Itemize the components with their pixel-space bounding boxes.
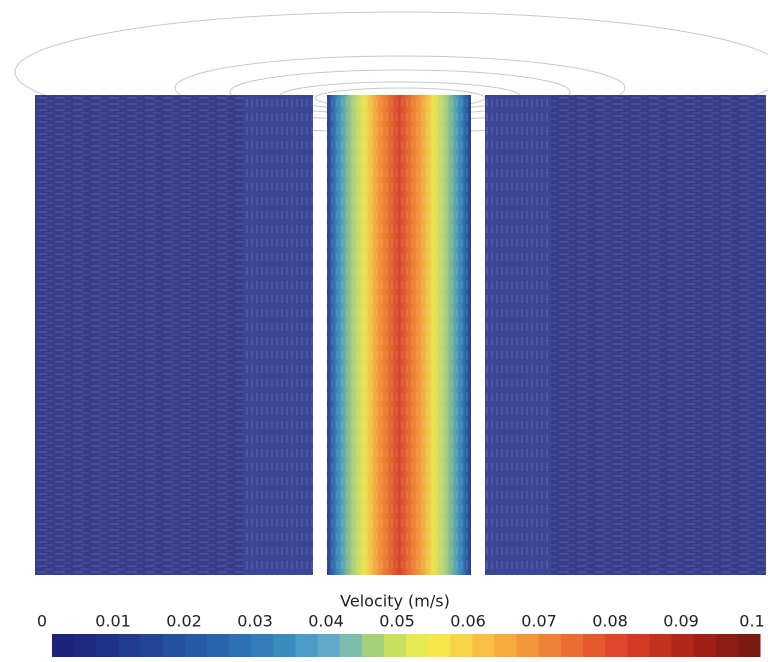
colorbar-tick-label: 0.08 — [592, 612, 628, 631]
colorbar-swatch — [206, 634, 230, 657]
colorbar-swatch — [472, 634, 495, 657]
center-panel — [327, 95, 471, 575]
colorbar-swatch — [737, 634, 761, 657]
colorbar-swatch — [140, 634, 164, 657]
colorbar-tick-label: 0.06 — [450, 612, 486, 631]
colorbar-swatch — [538, 634, 562, 657]
colorbar-swatch — [671, 634, 695, 657]
colorbar-swatch — [317, 634, 341, 657]
colorbar-swatch — [494, 634, 518, 657]
colorbar-swatch — [229, 634, 252, 657]
colorbar-tick-label: 0.02 — [166, 612, 202, 631]
colorbar-tick-label: 0.05 — [379, 612, 415, 631]
colorbar-tick-label: 0.03 — [237, 612, 273, 631]
left-panel — [35, 95, 313, 575]
colorbar-swatch — [273, 634, 296, 657]
colorbar-swatch — [74, 634, 97, 657]
colorbar-swatch — [428, 634, 451, 657]
colorbar-tick-label: 0.09 — [663, 612, 699, 631]
colorbar-swatch — [605, 634, 628, 657]
colorbar-swatch — [295, 634, 318, 657]
colorbar-swatch — [406, 634, 429, 657]
colorbar-swatch — [251, 634, 274, 657]
colorbar-swatch — [649, 634, 672, 657]
colorbar-swatch — [516, 634, 540, 657]
colorbar-title: Velocity (m/s) — [340, 592, 450, 611]
colorbar-swatch — [184, 634, 208, 657]
colorbar-swatch — [583, 634, 606, 657]
colorbar-swatch — [693, 634, 717, 657]
colorbar: 0 0.01 0.02 0.03 0.04 0.05 0.06 0.07 0.08 0.09 0.1 — [37, 612, 765, 657]
colorbar-swatch — [52, 634, 75, 657]
colorbar-swatch — [339, 634, 363, 657]
colorbar-tick-label: 0.04 — [308, 612, 344, 631]
colorbar-swatch — [560, 634, 584, 657]
colorbar-swatch — [96, 634, 119, 657]
colorbar-tick-label: 0.07 — [521, 612, 557, 631]
colorbar-swatch — [361, 634, 385, 657]
colorbar-swatch — [627, 634, 650, 657]
colorbar-swatch — [715, 634, 739, 657]
colorbar-swatch — [450, 634, 473, 657]
colorbar-tick-label: 0 — [37, 612, 47, 631]
right-panel — [485, 95, 766, 575]
colorbar-tick-label: 0.1 — [739, 612, 764, 631]
colorbar-swatch — [118, 634, 141, 657]
colorbar-tick-label: 0.01 — [95, 612, 131, 631]
colorbar-swatch — [162, 634, 186, 657]
colorbar-swatch — [383, 634, 407, 657]
